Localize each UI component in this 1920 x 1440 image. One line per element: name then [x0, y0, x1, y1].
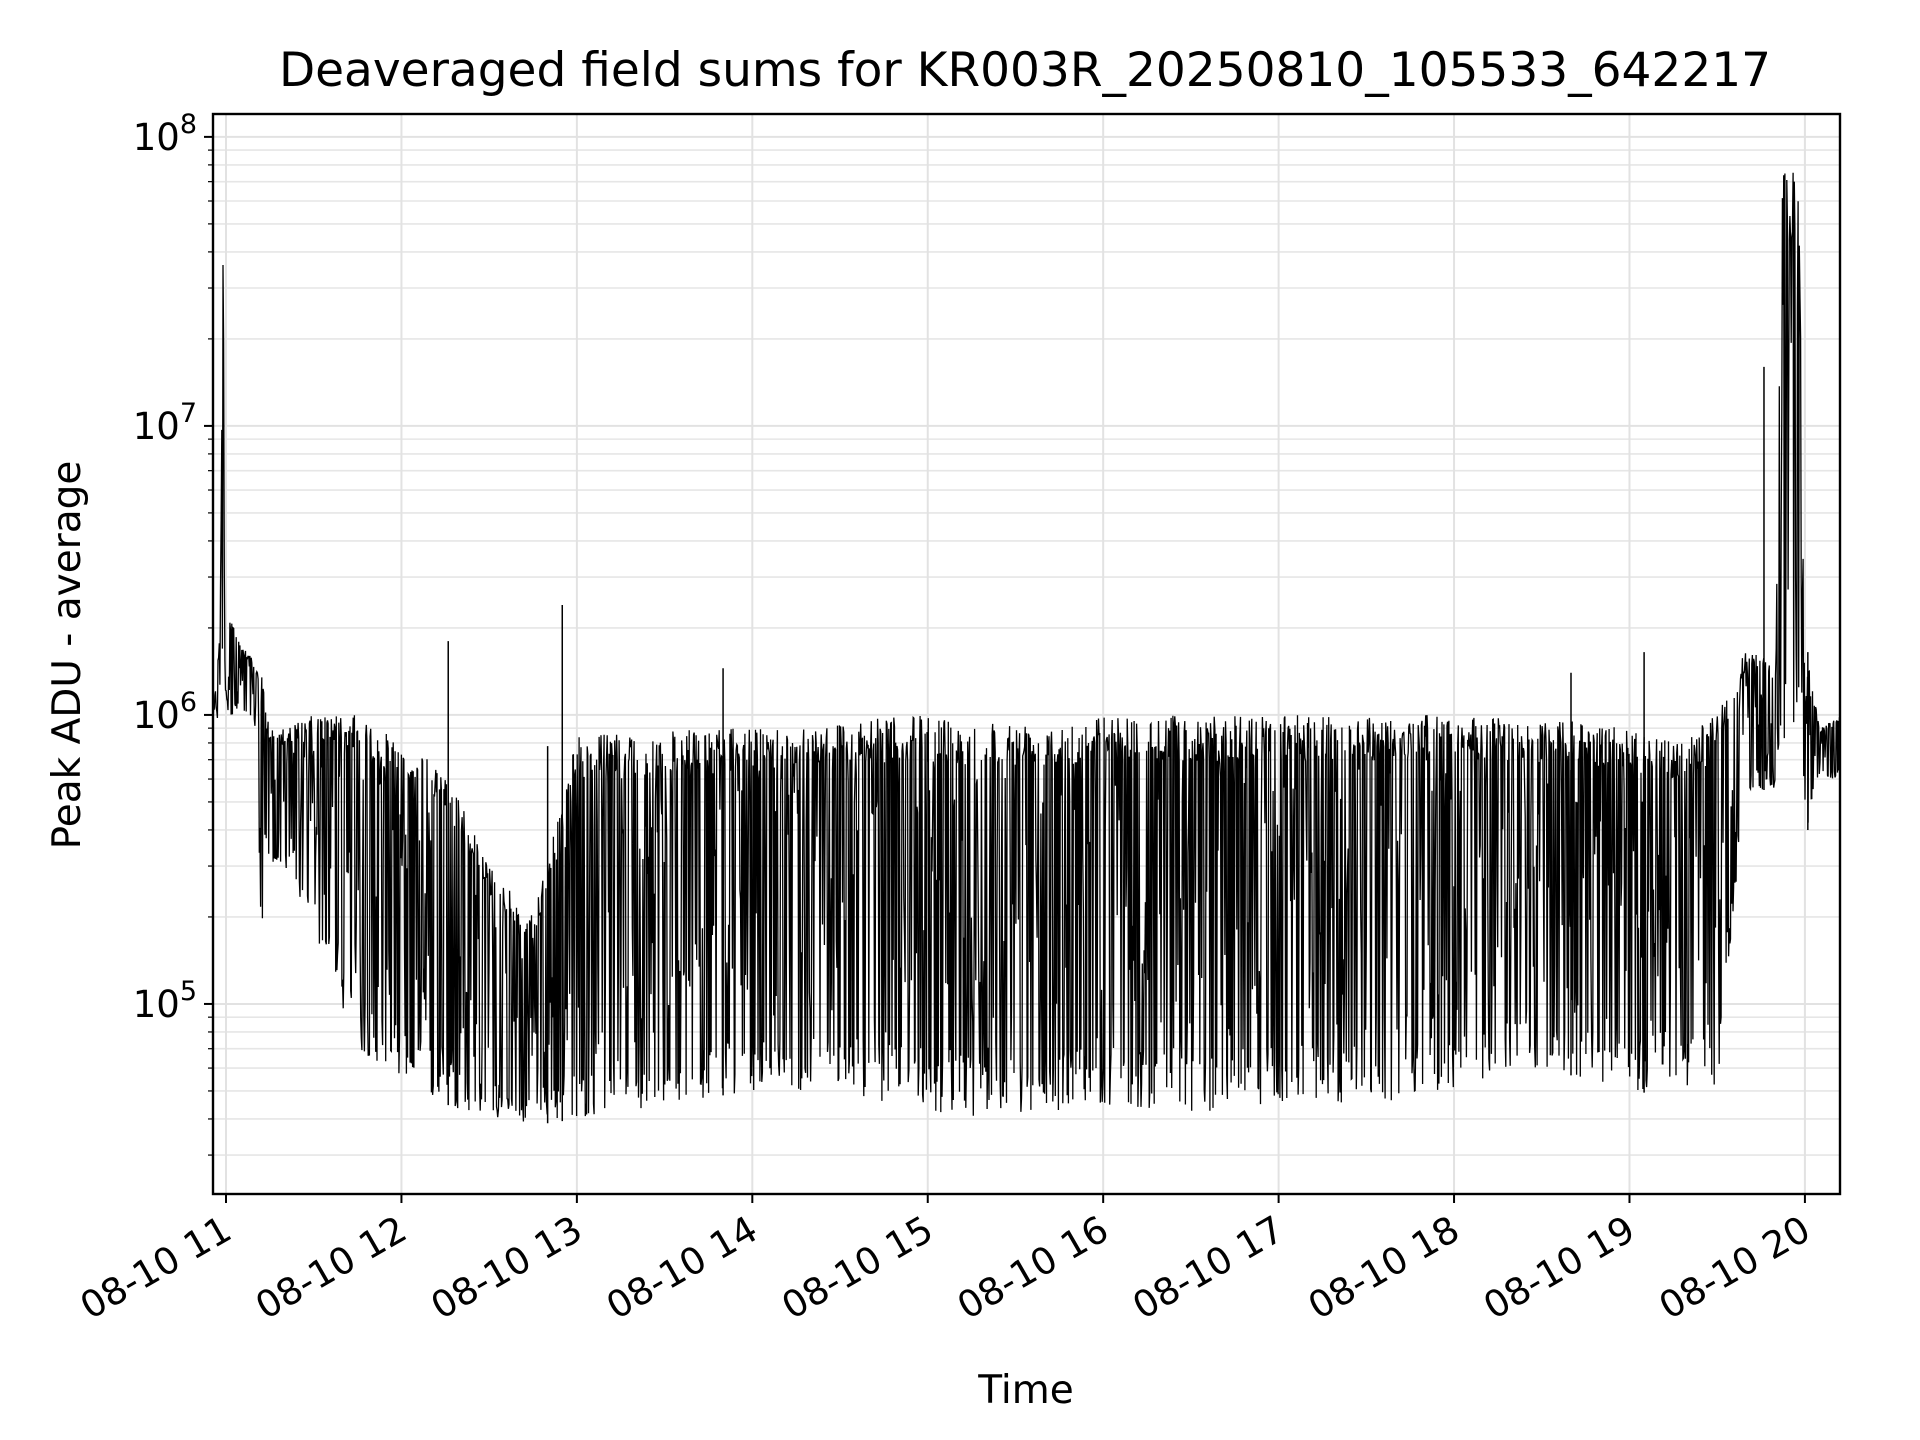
y-tick-label: 106: [133, 687, 197, 737]
y-tick-label: 105: [133, 976, 197, 1026]
x-axis-label: Time: [977, 1368, 1073, 1413]
y-axis: 105 106 107 108: [133, 109, 213, 1156]
series-line: [212, 172, 1841, 1122]
y-tick-label: 107: [133, 398, 197, 448]
y-tick-label: 108: [133, 109, 197, 159]
plot-area: [212, 172, 1841, 1124]
chart-title: Deaveraged field sums for KR003R_2025081…: [279, 43, 1771, 98]
axes-frame: [211, 112, 1842, 1196]
y-axis-label: Peak ADU - average: [45, 461, 90, 850]
